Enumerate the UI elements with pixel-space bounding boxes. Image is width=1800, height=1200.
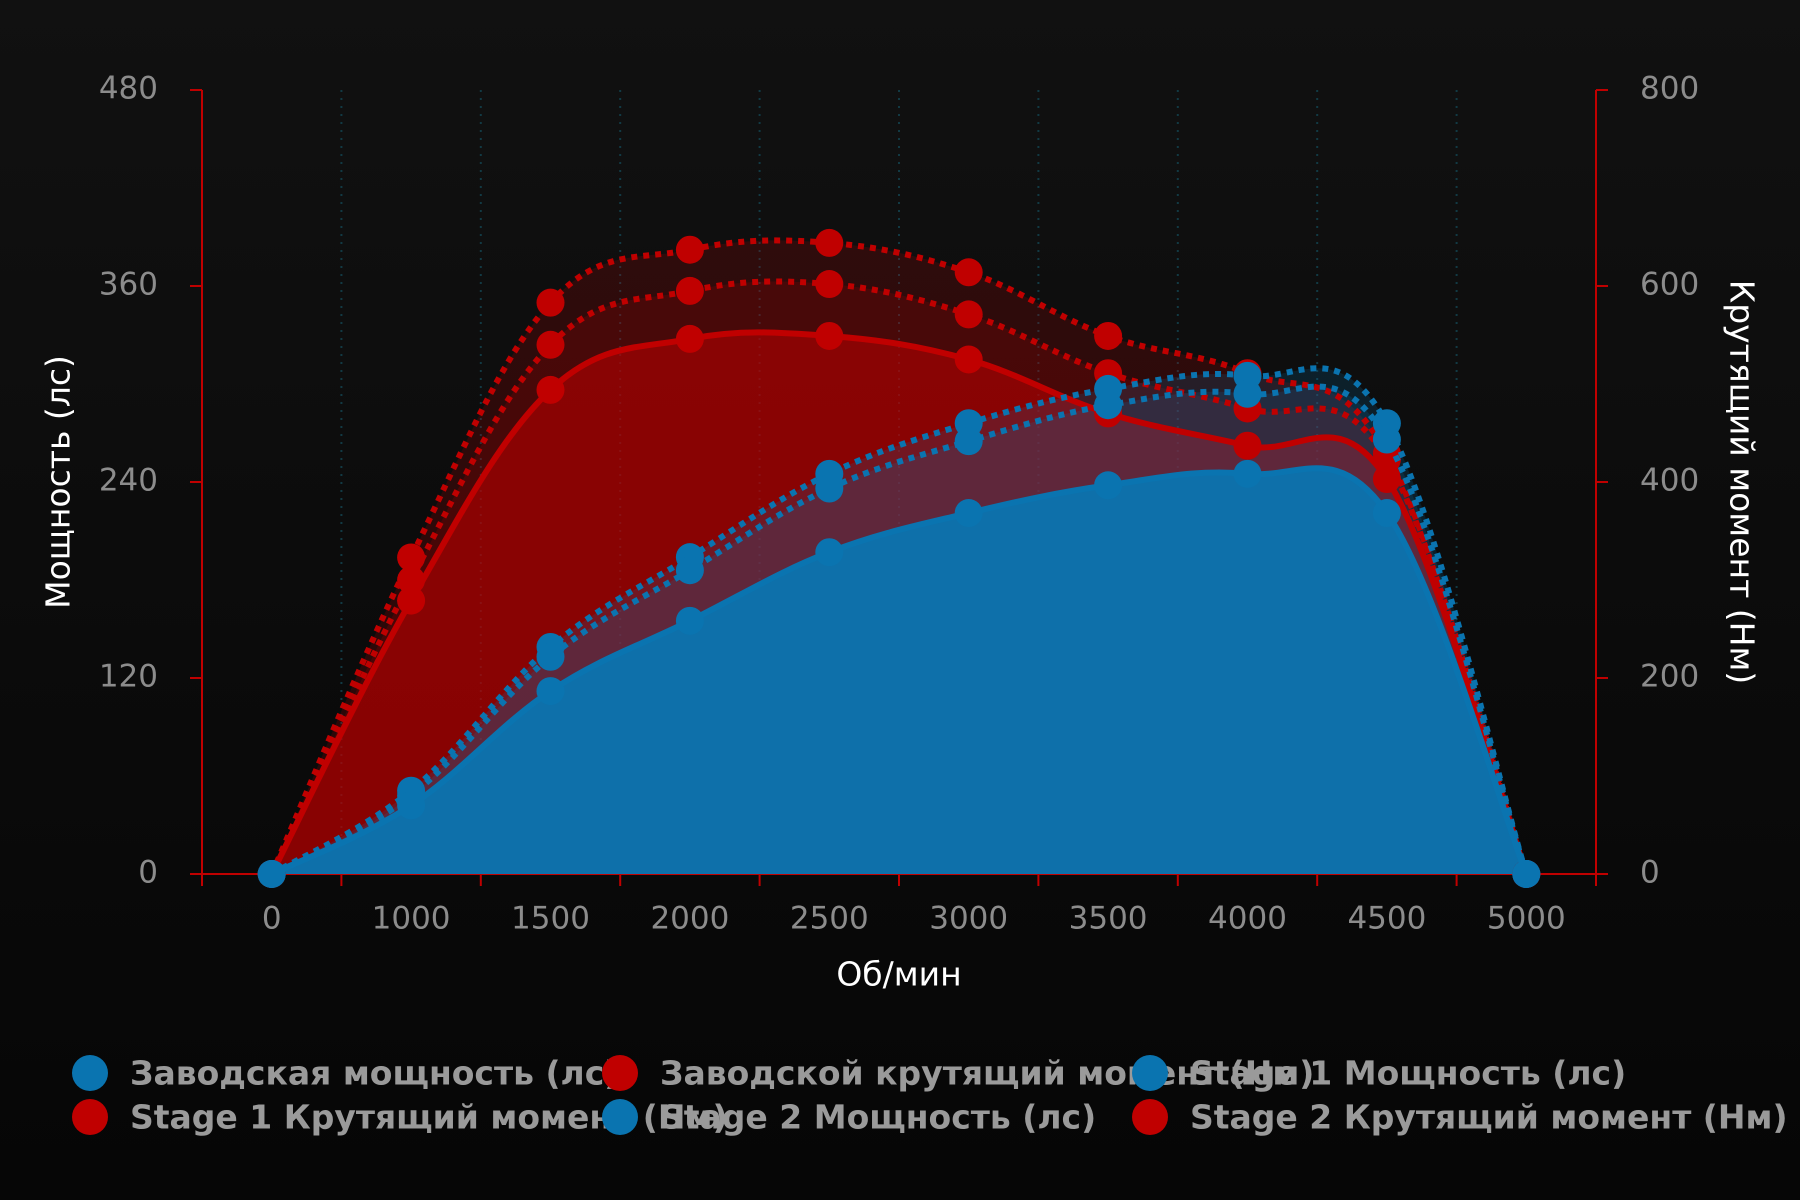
x-tick-label: 3500 [1069, 901, 1148, 937]
point [815, 270, 844, 299]
point [1233, 459, 1262, 488]
y2-tick-label: 400 [1640, 463, 1699, 499]
legend-marker [1132, 1055, 1168, 1091]
legend-label: Заводской крутящий момент (Нм) [660, 1054, 1314, 1093]
point [815, 474, 844, 503]
y-tick-label: 240 [99, 463, 158, 499]
x-tick-label: 5000 [1487, 901, 1566, 937]
x-tick-label: 0 [262, 901, 282, 937]
y-axis-title: Мощность (лс) [39, 355, 78, 609]
legend-label: Stage 1 Мощность (лс) [1190, 1054, 1626, 1093]
y2-tick-label: 0 [1640, 855, 1660, 891]
legend-marker [72, 1099, 108, 1135]
point [815, 321, 844, 350]
point [954, 499, 983, 528]
point [675, 556, 704, 585]
point [397, 586, 426, 615]
point [954, 427, 983, 456]
point [1094, 391, 1123, 420]
y2-axis-title: Крутящий момент (Нм) [1723, 280, 1762, 684]
point [675, 324, 704, 353]
point [1233, 379, 1262, 408]
point [397, 791, 426, 820]
y2-tick-label: 200 [1640, 659, 1699, 695]
x-axis-title: Об/мин [836, 955, 961, 994]
legend-label: Stage 2 Мощность (лс) [660, 1098, 1096, 1137]
legend-marker [72, 1055, 108, 1091]
line [268, 278, 1530, 876]
x-tick-label: 4000 [1208, 901, 1287, 937]
point [536, 288, 565, 317]
point [1512, 860, 1541, 888]
point [954, 300, 983, 329]
x-tick-label: 1500 [511, 901, 590, 937]
point [1094, 471, 1123, 500]
y-tick-label: 360 [99, 267, 158, 303]
point [1372, 425, 1401, 454]
point [536, 375, 565, 404]
point [954, 345, 983, 374]
point [1372, 465, 1401, 494]
point [536, 642, 565, 671]
point [536, 677, 565, 706]
legend-marker [1132, 1099, 1168, 1135]
point [536, 330, 565, 359]
x-tick-label: 4500 [1347, 901, 1426, 937]
legend-marker [602, 1055, 638, 1091]
point [815, 228, 844, 257]
line [269, 329, 1530, 876]
point [954, 258, 983, 287]
area-fill [271, 468, 1527, 874]
y2-tick-label: 600 [1640, 267, 1699, 303]
y2-tick-label: 800 [1640, 71, 1699, 107]
x-tick-label: 1000 [372, 901, 451, 937]
x-tick-label: 2500 [790, 901, 869, 937]
x-tick-label: 3000 [929, 901, 1008, 937]
y-tick-label: 120 [99, 659, 158, 695]
point [1233, 431, 1262, 460]
legend-marker [602, 1099, 638, 1135]
point [815, 538, 844, 567]
y-tick-label: 480 [99, 71, 158, 107]
point [675, 606, 704, 635]
legend-label: Stage 2 Крутящий момент (Нм) [1190, 1098, 1788, 1137]
point [675, 235, 704, 264]
point [1094, 321, 1123, 350]
point [397, 543, 426, 572]
point [257, 860, 286, 888]
point [675, 276, 704, 305]
point [1372, 499, 1401, 528]
legend-label: Заводская мощность (лс) [130, 1054, 619, 1093]
y-tick-label: 0 [138, 855, 158, 891]
x-tick-label: 2000 [650, 901, 729, 937]
